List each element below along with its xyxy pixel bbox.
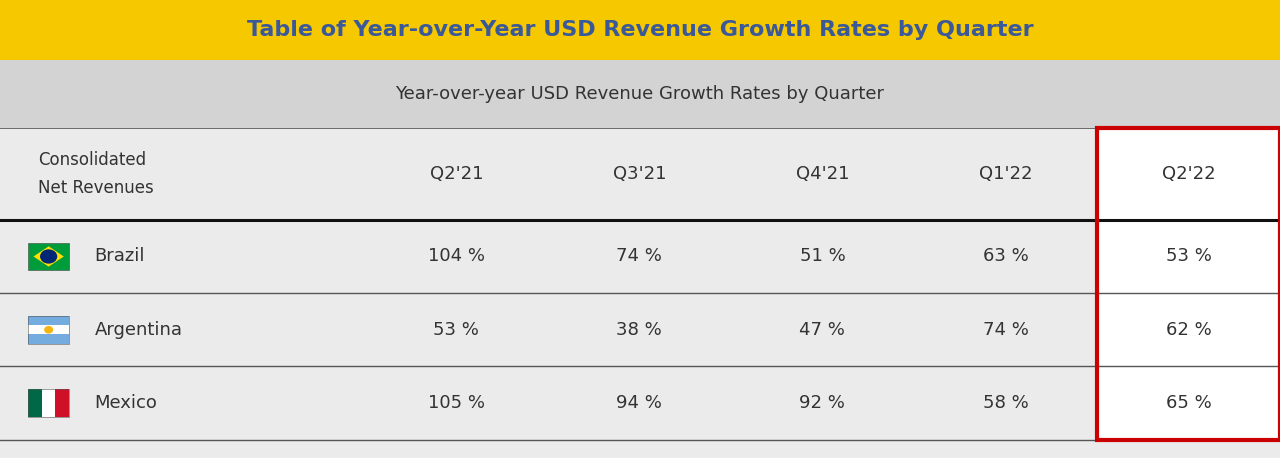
Text: 38 %: 38 % [617, 321, 662, 339]
Bar [28, 316, 69, 344]
Text: Year-over-year USD Revenue Growth Rates by Quarter: Year-over-year USD Revenue Growth Rates … [396, 85, 884, 103]
Bar [28, 389, 69, 417]
Text: Argentina: Argentina [95, 321, 183, 339]
Text: Mexico: Mexico [95, 394, 157, 412]
Ellipse shape [40, 249, 58, 264]
Bar [28, 243, 69, 270]
Text: 65 %: 65 % [1166, 394, 1211, 412]
Text: Q3'21: Q3'21 [613, 165, 666, 183]
Bar [0, 128, 1280, 440]
Text: Q2'22: Q2'22 [1162, 165, 1215, 183]
Bar [0, 0, 1280, 60]
Text: 104 %: 104 % [428, 247, 485, 266]
Text: 63 %: 63 % [983, 247, 1028, 266]
Bar [0, 60, 1280, 128]
Text: 58 %: 58 % [983, 394, 1028, 412]
Text: Q1'22: Q1'22 [979, 165, 1032, 183]
Text: 74 %: 74 % [983, 321, 1028, 339]
Text: 92 %: 92 % [800, 394, 845, 412]
Text: 62 %: 62 % [1166, 321, 1211, 339]
Text: Net Revenues: Net Revenues [38, 179, 154, 197]
Text: Q4'21: Q4'21 [796, 165, 849, 183]
Text: 47 %: 47 % [800, 321, 845, 339]
Text: 53 %: 53 % [434, 321, 479, 339]
Bar [1097, 128, 1280, 440]
Bar [42, 389, 55, 417]
Polygon shape [33, 246, 64, 267]
Bar [55, 389, 69, 417]
Text: Brazil: Brazil [95, 247, 145, 266]
Text: 53 %: 53 % [1166, 247, 1211, 266]
Text: 51 %: 51 % [800, 247, 845, 266]
Text: Q2'21: Q2'21 [430, 165, 483, 183]
Bar [1097, 128, 1280, 440]
Bar [28, 316, 69, 325]
Bar [28, 325, 69, 334]
Bar [28, 389, 42, 417]
Text: 74 %: 74 % [617, 247, 662, 266]
Text: Table of Year-over-Year USD Revenue Growth Rates by Quarter: Table of Year-over-Year USD Revenue Grow… [247, 20, 1033, 40]
Bar [28, 334, 69, 344]
Text: Consolidated: Consolidated [38, 151, 146, 169]
Ellipse shape [44, 326, 54, 333]
Text: 105 %: 105 % [428, 394, 485, 412]
Text: 94 %: 94 % [617, 394, 662, 412]
